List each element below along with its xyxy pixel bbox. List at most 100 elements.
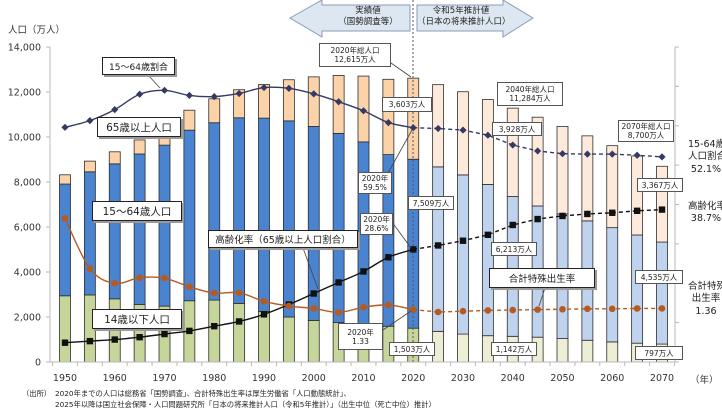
bar-stack-2060: [606, 145, 619, 363]
x-tick-label: 1980: [202, 373, 226, 384]
bar-child-1950: [59, 295, 71, 363]
bar-elderly-1955: [83, 160, 96, 173]
bar-stack-2035: [481, 99, 494, 363]
marker-aging-2070: [658, 206, 666, 213]
marker-ratio-2025: [434, 124, 442, 133]
legend-ratio-label: 15～64歳割合: [102, 57, 175, 75]
marker-aging-2040: [509, 221, 516, 229]
marker-ratio-2070: [658, 153, 666, 161]
end-label-tfr: 合計特殊 出生率 1.36: [688, 281, 722, 318]
bar-elderly-1965: [133, 139, 146, 155]
marker-tfr-2065: [633, 305, 641, 312]
marker-tfr-2020: [409, 306, 417, 313]
end-label-ratio-value: 52.1%: [690, 163, 722, 175]
marker-ratio-1980: [210, 93, 218, 101]
marker-tfr-1990: [260, 298, 268, 305]
footnote-line-1: 2020年までの人口は総務省「国勢調査」、合計特殊出生率は厚生労働省「人口動態統…: [55, 389, 351, 398]
end-label-tfr-value: 1.36: [695, 305, 717, 317]
bar-child-2030: [457, 333, 469, 363]
marker-tfr-2030: [459, 307, 467, 315]
bar-stack-2070: [656, 165, 668, 363]
bar-stack-1960: [108, 151, 121, 363]
callout-total-2020-value: 12,615万人: [334, 55, 376, 64]
callout-total-2020: 2020年総人口 12,615万人: [319, 43, 391, 67]
end-label-ratio-line1: 15-64歳: [688, 139, 722, 150]
pointer-aging-2020: [391, 221, 412, 249]
callout-ratio-2020-year: 2020年: [361, 174, 389, 183]
callout-working-2040: 6,213万人: [491, 242, 537, 256]
marker-tfr-1955: [86, 265, 94, 272]
actual-period-subtitle: （国勢調査等）: [338, 17, 398, 28]
end-label-ratio: 15-64歳 人口割合 52.1%: [688, 139, 722, 176]
callout-aging-2020-value: 28.6%: [364, 224, 389, 233]
x-tick-label: 1960: [103, 373, 127, 384]
marker-aging-1985: [235, 318, 243, 325]
callout-tfr-2020: 2020年 1.33: [338, 323, 383, 350]
marker-ratio-1970: [160, 86, 169, 94]
actual-period-label: 実績値 （国勢調査等）: [326, 6, 410, 29]
marker-tfr-1995: [285, 302, 293, 310]
y-tick-label: 14,000: [8, 43, 41, 54]
x-tick-label: 2060: [600, 373, 624, 384]
legend-tfr-label: 合計特殊出生率: [489, 268, 595, 288]
projection-period-arrow: [416, 0, 534, 38]
bar-stack-1985: [233, 89, 246, 363]
marker-tfr-1985: [235, 289, 243, 297]
marker-ratio-2065: [633, 151, 641, 159]
callout-ratio-2020-value: 59.5%: [363, 183, 387, 192]
callout-total-2070-value: 8,700万人: [627, 131, 665, 140]
marker-tfr-1950: [61, 214, 69, 222]
marker-ratio-2040: [509, 141, 517, 149]
bar-elderly-2070: [656, 165, 668, 243]
x-tick-label: 2010: [351, 373, 375, 384]
bar-elderly-2065: [631, 155, 644, 236]
bar-elderly-2015: [382, 78, 395, 155]
callout-total-2020-title: 2020年総人口: [330, 46, 380, 55]
bar-elderly-1950: [59, 174, 71, 185]
marker-aging-1990: [260, 311, 268, 318]
bar-child-2060: [606, 341, 619, 363]
bar-elderly-2055: [581, 135, 594, 222]
bar-stack-2000: [307, 76, 320, 363]
callout-total-2040-value: 11,284万人: [509, 94, 551, 103]
callout-total-2070-title: 2070年総人口: [621, 122, 671, 131]
marker-ratio-1960: [111, 106, 119, 114]
marker-aging-1950: [61, 339, 69, 346]
callout-pointers: [147, 62, 546, 331]
bar-working-1980: [208, 122, 221, 301]
marker-aging-2030: [459, 237, 467, 244]
bar-elderly-2035: [481, 99, 494, 185]
bar-child-1985: [233, 303, 246, 363]
marker-aging-2010: [360, 268, 367, 275]
marker-ratio-2015: [384, 119, 392, 127]
bar-elderly-2045: [531, 116, 544, 207]
bar-stack-1990: [258, 84, 270, 363]
marker-ratio-1950: [61, 123, 69, 131]
end-label-tfr-line1: 合計特殊: [688, 281, 722, 292]
bar-stack-2055: [581, 135, 594, 363]
callout-elderly-2070: 3,367万人: [637, 178, 683, 192]
bar-child-1995: [282, 316, 295, 363]
bar-stack-1995: [282, 79, 295, 363]
callout-ratio-2020: 2020年 59.5%: [358, 172, 392, 194]
callout-total-2040: 2040年総人口 11,284万人: [497, 82, 563, 106]
bar-working-2025: [432, 166, 445, 332]
bar-stack-2005: [332, 75, 345, 363]
bar-working-1985: [233, 117, 246, 304]
callout-working-2020: 7,509万人: [408, 196, 454, 210]
marker-tfr-2005: [335, 309, 342, 316]
marker-ratio-2060: [608, 150, 616, 158]
x-tick-label: 1970: [152, 373, 176, 384]
marker-tfr-2010: [360, 303, 367, 311]
bar-working-2040: [506, 196, 519, 337]
bar-elderly-1980: [208, 98, 221, 124]
bar-elderly-1995: [282, 79, 295, 122]
x-tick-label: 2000: [302, 373, 326, 384]
pointer-aging-label: [302, 247, 319, 290]
x-tick-label: 2050: [550, 373, 574, 384]
marker-aging-1965: [136, 333, 143, 341]
marker-tfr-1970: [161, 274, 168, 282]
legend-aging-label: 高齢化率（65歳以上人口割合）: [208, 230, 358, 248]
callout-tfr-2020-value: 1.33: [352, 336, 369, 346]
